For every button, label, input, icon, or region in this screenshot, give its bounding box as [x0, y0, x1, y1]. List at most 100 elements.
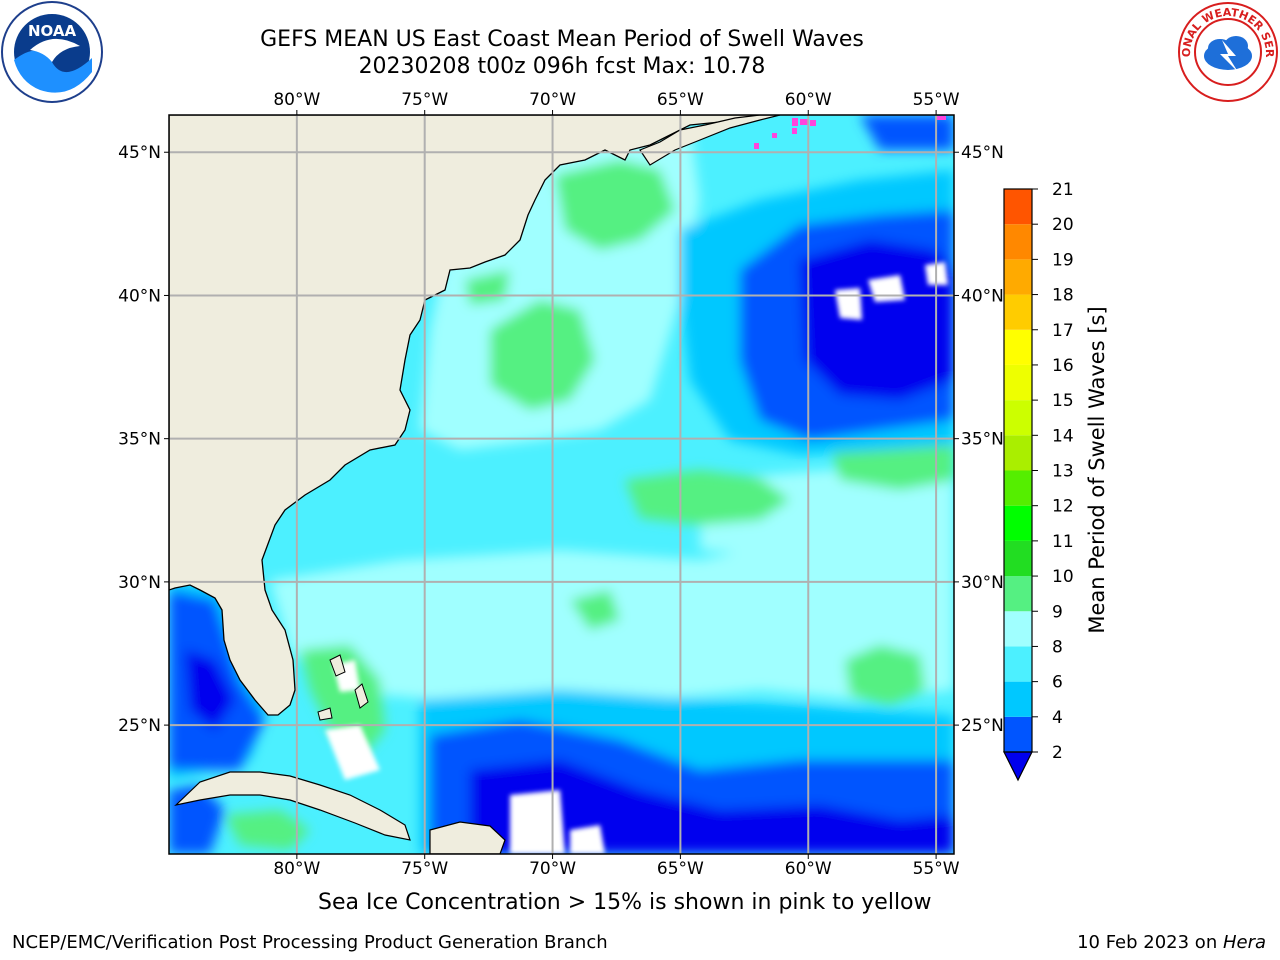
lat-label-left: 45°N — [118, 143, 161, 163]
colorbar-tick-label: 21 — [1052, 180, 1074, 200]
colorbar-title-text: Mean Period of Swell Waves [s] — [1085, 306, 1109, 634]
lon-label-top: 55°W — [913, 90, 960, 110]
colorbar-tick-label: 17 — [1052, 321, 1074, 341]
colorbar-segment — [1004, 505, 1032, 541]
colorbar-segment — [1004, 329, 1032, 365]
noaa-logo: NOAA — [1, 1, 103, 103]
colorbar-segment — [1004, 646, 1032, 682]
colorbar-segment — [1004, 364, 1032, 401]
lat-lon-grid — [169, 115, 954, 854]
contour-under2-gulf — [185, 650, 235, 730]
map-plot-area — [169, 115, 954, 854]
lon-label-top: 80°W — [273, 90, 320, 110]
no-data-patches — [325, 262, 948, 854]
colorbar-tick-label: 9 — [1052, 602, 1063, 622]
colorbar-tick-label: 2 — [1052, 743, 1063, 763]
lat-label-left: 40°N — [118, 286, 161, 306]
lon-label-bottom: 75°W — [401, 859, 448, 879]
ice-2 — [800, 119, 808, 125]
contour-9-10-central — [625, 470, 790, 525]
noaa-logo-text: NOAA — [28, 22, 77, 40]
contour-9-10-caribbean — [225, 810, 310, 850]
bahamas-island-1 — [329, 654, 346, 677]
colorbar-tick-label: 12 — [1052, 497, 1074, 517]
colorbar-tick-label: 10 — [1052, 567, 1074, 587]
lon-label-top: 70°W — [529, 90, 576, 110]
colorbar-tick-label: 15 — [1052, 391, 1074, 411]
ice-6 — [754, 143, 759, 149]
colorbar-segment — [1004, 189, 1032, 225]
ice-7 — [936, 116, 946, 120]
lon-label-top: 65°W — [657, 90, 704, 110]
colorbar-segment — [1004, 611, 1032, 647]
sea-ice-pixels — [754, 116, 946, 149]
ice-1 — [792, 118, 798, 126]
colorbar-tick-label: 19 — [1052, 250, 1074, 270]
colorbar-tick-label: 11 — [1052, 532, 1074, 552]
lon-label-top: 60°W — [785, 90, 832, 110]
axis-ticks — [164, 110, 959, 859]
colorbar-segment — [1004, 400, 1032, 436]
nws-logo: NATIONAL WEATHER SERVICE — [1176, 0, 1278, 102]
colorbar-segment — [1004, 259, 1032, 295]
lat-label-left: 25°N — [118, 716, 161, 736]
ice-5 — [772, 133, 777, 138]
contour-9-10-bahamas — [300, 645, 385, 760]
land-cuba — [174, 771, 411, 841]
colorbar: 2 4 6 8 9 10 11 12 13 14 15 16 17 18 19 20 21 — [1003, 180, 1074, 782]
colorbar-under-triangle — [1003, 751, 1033, 782]
colorbar-tick-label: 8 — [1052, 637, 1063, 657]
colorbar-tick-label: 14 — [1052, 426, 1074, 446]
sea-ice-note: Sea Ice Concentration > 15% is shown in … — [318, 890, 932, 915]
no-data-5 — [570, 825, 605, 854]
chart-title: GEFS MEAN US East Coast Mean Period of S… — [260, 27, 864, 52]
colorbar-segment — [1004, 681, 1032, 717]
bahamas-island-2 — [354, 683, 369, 709]
contour-9-10-southeast — [845, 645, 925, 705]
colorbar-tick-label: 20 — [1052, 215, 1074, 235]
colorbar-tick-label: 18 — [1052, 286, 1074, 306]
lon-label-top: 75°W — [401, 90, 448, 110]
no-data-4 — [510, 790, 565, 854]
ice-4 — [792, 128, 797, 134]
lon-label-bottom: 80°W — [273, 859, 320, 879]
colorbar-tick-label: 4 — [1052, 708, 1063, 728]
contour-under2-northeast — [800, 240, 954, 400]
colorbar-segment — [1004, 294, 1032, 330]
colorbar-segment — [1004, 470, 1032, 506]
lat-label-right: 45°N — [961, 143, 1004, 163]
lat-label-right: 30°N — [961, 573, 1004, 593]
colorbar-segment — [1004, 540, 1032, 577]
lon-label-bottom: 65°W — [657, 859, 704, 879]
contour-2-4-north — [860, 115, 954, 150]
ice-3 — [810, 120, 816, 126]
lat-label-left: 35°N — [118, 430, 161, 450]
no-data-6 — [325, 725, 380, 780]
lat-label-left: 30°N — [118, 573, 161, 593]
colorbar-segment — [1004, 224, 1032, 260]
map-frame — [168, 114, 955, 855]
axis-labels: 80°W 80°W 75°W 75°W 70°W 70°W 65°W 65°W 60°W 60°W… — [118, 90, 1004, 879]
colorbar-tick-label: 6 — [1052, 673, 1063, 693]
lon-label-bottom: 70°W — [529, 859, 576, 879]
colorbar-segment — [1004, 435, 1032, 471]
footer-date-text: 10 Feb 2023 on — [1077, 932, 1223, 953]
lon-label-bottom: 55°W — [913, 859, 960, 879]
colorbar-tick-label: 13 — [1052, 462, 1074, 482]
chart-subtitle: 20230208 t00z 096h fcst Max: 10.78 — [358, 54, 766, 79]
land-bahamas — [317, 654, 369, 721]
land-north-america — [169, 115, 761, 716]
footer-host: Hera — [1222, 932, 1266, 953]
lon-label-bottom: 60°W — [785, 859, 832, 879]
lat-label-right: 40°N — [961, 286, 1004, 306]
lat-label-right: 35°N — [961, 430, 1004, 450]
colorbar-segment — [1004, 716, 1032, 752]
contour-9-10-gulf-maine — [555, 160, 675, 250]
bahamas-island-3 — [317, 707, 333, 721]
contour-9-10-spot1 — [570, 590, 620, 630]
lat-label-right: 25°N — [961, 716, 1004, 736]
colorbar-segment — [1004, 576, 1032, 612]
land-hispaniola — [429, 821, 506, 854]
